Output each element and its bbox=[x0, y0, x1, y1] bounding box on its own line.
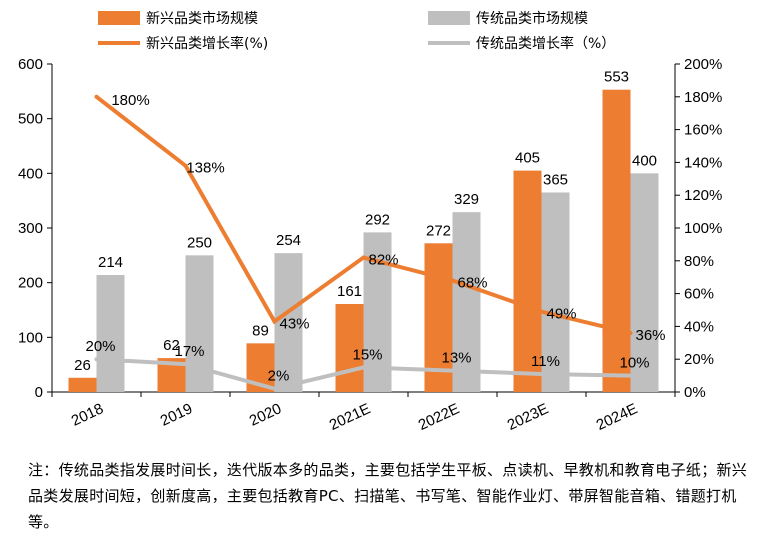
bar-value-label: 89 bbox=[252, 322, 269, 339]
bar-value-label: 553 bbox=[604, 69, 629, 86]
bar-value-label: 62 bbox=[163, 337, 180, 354]
y-right-tick-label: 180% bbox=[684, 89, 722, 106]
line-value-label: 82% bbox=[368, 252, 398, 269]
line-point bbox=[539, 309, 544, 314]
line-value-label: 2% bbox=[268, 368, 290, 385]
line-point bbox=[539, 371, 544, 376]
bar-value-label: 400 bbox=[632, 152, 657, 169]
line-point bbox=[272, 319, 277, 324]
bar-traditional bbox=[96, 275, 125, 392]
x-tick-label: 2018 bbox=[69, 400, 106, 430]
line-value-label: 49% bbox=[546, 306, 576, 323]
line-value-label: 36% bbox=[635, 327, 665, 344]
bar-traditional bbox=[274, 253, 303, 392]
line-value-label: 180% bbox=[111, 92, 149, 109]
line-value-label: 20% bbox=[85, 338, 115, 355]
x-tick-label: 2019 bbox=[158, 400, 195, 430]
bar-traditional bbox=[630, 173, 659, 392]
bar-value-label: 214 bbox=[98, 254, 123, 271]
bar-emerging bbox=[513, 170, 542, 392]
bar-value-label: 272 bbox=[426, 222, 451, 239]
y-left-tick-label: 100 bbox=[18, 329, 43, 346]
y-left-tick-label: 500 bbox=[18, 111, 43, 128]
line-point bbox=[272, 386, 277, 391]
y-right-tick-label: 100% bbox=[684, 220, 722, 237]
line-point bbox=[361, 255, 366, 260]
y-right-tick-label: 40% bbox=[684, 318, 714, 335]
y-right-tick-label: 0% bbox=[684, 384, 706, 401]
line-value-label: 68% bbox=[457, 274, 487, 291]
legend-label: 传统品类增长率（%） bbox=[476, 35, 615, 52]
bar-emerging bbox=[602, 89, 631, 393]
line-value-label: 13% bbox=[441, 350, 471, 367]
y-right-tick-label: 20% bbox=[684, 351, 714, 368]
bar-value-label: 254 bbox=[276, 232, 301, 249]
bar-emerging bbox=[424, 243, 453, 392]
y-right-tick-label: 160% bbox=[684, 122, 722, 139]
legend-label: 新兴品类市场规模 bbox=[146, 10, 258, 27]
bar-traditional bbox=[541, 192, 570, 392]
bar-value-label: 292 bbox=[365, 211, 390, 228]
line-point bbox=[183, 362, 188, 367]
line-point bbox=[450, 278, 455, 283]
x-tick-label: 2022E bbox=[416, 400, 462, 434]
x-tick-label: 2021E bbox=[327, 400, 373, 434]
line-value-label: 43% bbox=[279, 315, 309, 332]
bar-traditional bbox=[452, 212, 481, 392]
chart-note: 注：传统品类指发展时间长，迭代版本多的品类，主要包括学生平板、点读机、早教机和教… bbox=[28, 461, 748, 531]
y-left-tick-label: 300 bbox=[18, 220, 43, 237]
bar-emerging bbox=[335, 303, 364, 392]
y-right-tick-label: 60% bbox=[684, 286, 714, 303]
bar-value-label: 26 bbox=[74, 357, 91, 374]
y-left-tick-label: 200 bbox=[18, 275, 43, 292]
x-tick-label: 2024E bbox=[594, 400, 640, 434]
x-tick-label: 2020 bbox=[247, 400, 284, 430]
line-point bbox=[628, 330, 633, 335]
y-right-tick-label: 120% bbox=[684, 187, 722, 204]
y-left-tick-label: 400 bbox=[18, 165, 43, 182]
legend-swatch bbox=[98, 11, 140, 25]
legend-label: 传统品类市场规模 bbox=[476, 10, 588, 27]
legend-swatch bbox=[428, 11, 470, 25]
line-point bbox=[94, 357, 99, 362]
line-value-label: 15% bbox=[352, 346, 382, 363]
line-value-label: 17% bbox=[174, 343, 204, 360]
y-right-tick-label: 80% bbox=[684, 253, 714, 270]
bar-value-label: 365 bbox=[543, 171, 568, 188]
bar-value-label: 250 bbox=[187, 234, 212, 251]
y-right-tick-label: 200% bbox=[684, 56, 722, 73]
bar-value-label: 329 bbox=[454, 191, 479, 208]
line-value-label: 10% bbox=[619, 355, 649, 372]
x-tick-label: 2023E bbox=[505, 400, 551, 434]
data-labels: 26 62 89 161 272 405 553 214 250 254 292 329 365 400 1… bbox=[74, 69, 665, 385]
legend-label: 新兴品类增长率(%) bbox=[146, 35, 268, 52]
bar-value-label: 405 bbox=[515, 150, 540, 167]
bar-emerging bbox=[68, 377, 97, 392]
line-value-label: 11% bbox=[531, 353, 560, 370]
line-point bbox=[361, 365, 366, 370]
lines bbox=[94, 94, 633, 391]
line-point bbox=[628, 373, 633, 378]
line-point bbox=[183, 163, 188, 168]
line-point bbox=[94, 94, 99, 99]
bar-value-label: 161 bbox=[337, 283, 362, 300]
line-point bbox=[450, 368, 455, 373]
line-value-label: 138% bbox=[186, 160, 224, 177]
y-left-tick-label: 600 bbox=[18, 56, 43, 73]
y-left-tick-label: 0 bbox=[35, 384, 43, 401]
y-right-tick-label: 140% bbox=[684, 154, 722, 171]
